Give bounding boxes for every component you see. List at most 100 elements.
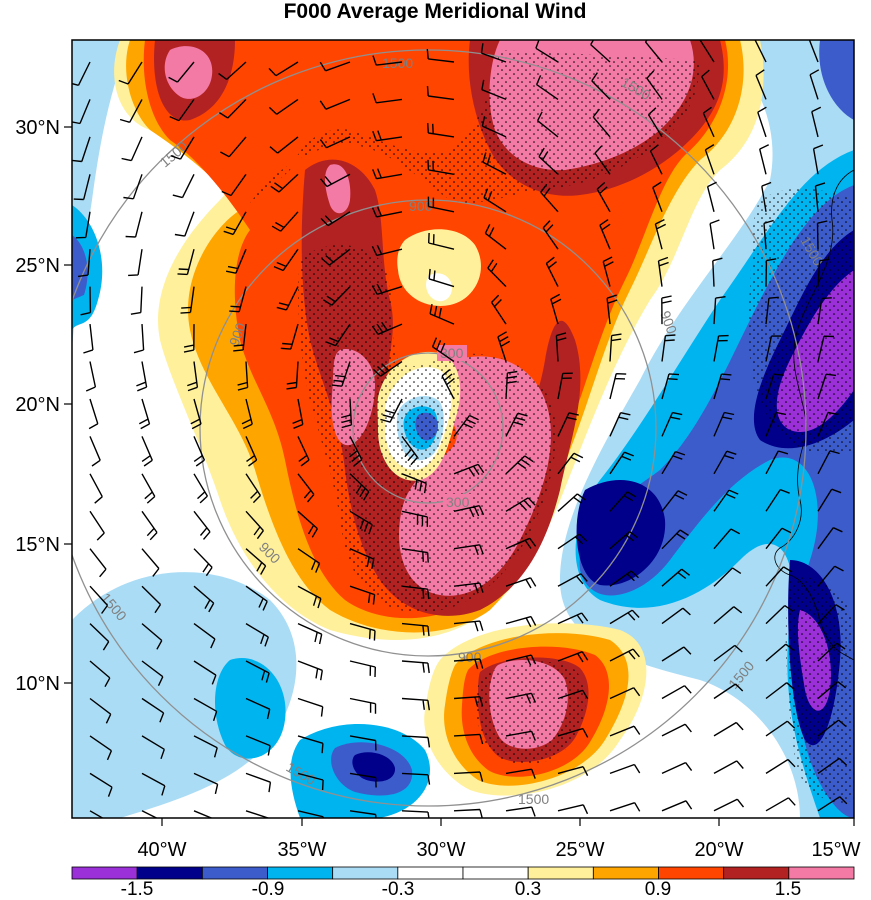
wind-barb [168,61,195,83]
wind-barb [453,414,479,437]
wind-barb [141,473,156,504]
wind-barb [401,810,430,818]
ring-label-1500-south: 1500 [518,791,549,807]
wind-barb [321,248,351,266]
wind-barb [268,98,299,115]
wind-barb [661,800,693,812]
wind-barb [661,723,692,737]
wind-barb [759,144,770,175]
wind-barb [372,93,403,104]
colorbar-swatch [658,866,725,880]
wind-barb [326,323,351,347]
wind-barb [713,606,743,625]
wind-barb [713,489,739,512]
wind-barb [245,772,272,793]
wind-barb [431,337,455,363]
colorbar-swatch [723,866,790,880]
wind-barb [505,370,518,400]
wind-barb [193,436,206,467]
wind-barb [89,436,101,467]
wind-barb [557,651,589,663]
wind-barb [187,361,199,392]
wind-barb [401,510,429,527]
wind-barb [661,761,693,775]
wind-barb [75,211,91,239]
ring-300km [352,352,504,504]
wind-barb [141,735,165,760]
lon-label-20w: 20°W [694,839,743,861]
wind-barb [592,108,611,138]
wind-barb [349,436,363,467]
wind-barb [482,152,507,175]
stipple-southeast [785,577,854,803]
wind-barb [341,398,353,429]
wind-barb [497,331,511,362]
wind-barb [118,61,143,85]
wind-barb [536,111,559,138]
wind-barb [427,123,455,138]
lat-label-10n: 10°N [15,673,60,695]
wind-barb [661,373,680,400]
wind-barb [755,69,767,100]
wind-barb [193,473,209,504]
wind-barb [372,168,403,180]
wind-barb [661,529,689,550]
wind-barb [245,548,267,575]
ring-label-900-south: 900 [458,649,482,665]
wind-barb [609,373,627,400]
wind-barb [78,249,91,278]
wind-barb [505,730,536,741]
wind-barb [193,548,213,577]
wind-barb [141,548,160,577]
wind-barb [765,720,796,737]
wind-barb [591,72,611,100]
wind-barb [505,692,537,704]
wind-barb [661,607,691,625]
wind-barb [817,450,840,475]
wind-barb [713,721,744,737]
wind-barb [349,548,375,570]
wind-barb [713,296,726,325]
wind-barb [193,735,218,758]
wind-barb [453,696,484,707]
wind-barb [765,797,796,812]
wind-barb [480,43,507,63]
wind-barb [372,130,403,142]
wind-barb [133,324,145,354]
stipple-plume [240,50,700,220]
negative-zone-west [72,40,130,520]
wind-barb [661,490,688,512]
wind-barb [649,144,663,175]
wind-barb [647,107,663,138]
wind-barb [453,582,484,594]
colorbar-swatch [332,866,399,880]
wind-barb [713,760,744,775]
wind-barb [713,450,737,475]
wind-barb [141,585,162,614]
colorbar-swatch [397,866,464,880]
map-panel: 300 300 900 900 900 900 900 1500 1500 15… [72,40,854,818]
wind-barb [72,99,91,125]
wind-barb [609,648,640,662]
wind-barb [85,361,97,392]
wind-barb [141,436,153,467]
wind-barb [661,646,692,662]
wind-barb [609,412,631,437]
wind-barb [169,98,195,122]
wind-barb [331,361,351,387]
wind-barb [602,256,614,287]
wind-barb [557,766,589,777]
wind-barb [555,332,567,362]
wind-barb [297,436,310,467]
wind-barb [297,510,319,538]
wind-barb [765,605,794,625]
wind-barb [761,181,772,212]
lat-label-30n: 30°N [15,117,60,139]
wind-barb [245,510,264,540]
colorbar-swatch [201,866,268,880]
wind-barb [349,772,377,788]
wind-barb [245,697,271,720]
wind-barb [297,473,315,503]
wind-barb [609,333,622,362]
wind-barb [221,173,247,197]
